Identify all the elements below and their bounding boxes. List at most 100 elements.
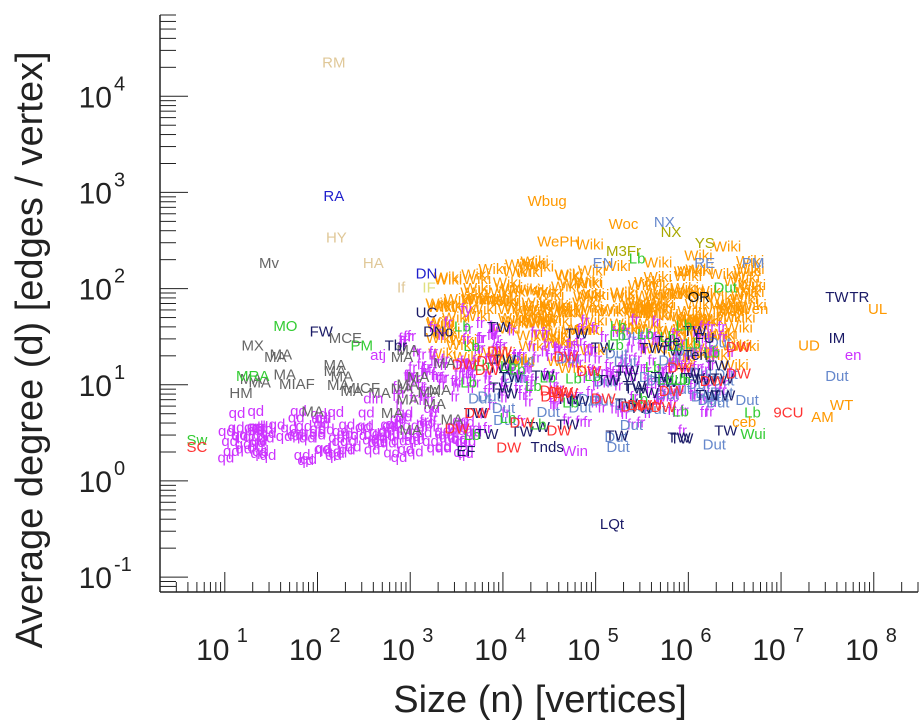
- cluster-point: fr: [450, 373, 459, 390]
- data-point: HA: [363, 255, 384, 272]
- x-tick-label: 10: [845, 634, 878, 667]
- y-tick-label: 10: [79, 466, 112, 499]
- cluster-point: fr: [657, 361, 666, 378]
- cluster-point: Wiki: [653, 286, 681, 303]
- cluster-point: Wiki: [645, 278, 673, 295]
- cluster-point: fr: [499, 380, 508, 397]
- cluster-point: TW: [475, 426, 499, 443]
- cluster-point: Lb: [637, 326, 654, 343]
- cluster-point: MA: [381, 405, 404, 422]
- cluster-point: fr: [490, 326, 499, 343]
- cluster-point: MA: [399, 422, 422, 439]
- cluster-point: Dut: [606, 439, 630, 456]
- cluster-point: fr: [525, 380, 534, 397]
- cluster-point: Wiki: [515, 264, 543, 281]
- cluster-point: TW: [693, 372, 717, 389]
- cluster-point: fr: [677, 379, 686, 396]
- cluster-point: Wiki: [671, 280, 699, 297]
- data-point: IF: [422, 280, 435, 297]
- cluster-point: qd: [309, 424, 326, 441]
- cluster-point: Dut: [687, 376, 711, 393]
- data-point: DNo: [423, 323, 453, 340]
- x-tick-exponent: 6: [700, 625, 711, 647]
- cluster-point: TW: [615, 395, 639, 412]
- cluster-point: fr: [555, 380, 564, 397]
- cluster-point: Wiki: [725, 320, 753, 337]
- cluster-point: Dut: [668, 381, 692, 398]
- cluster-point: TW: [712, 387, 736, 404]
- cluster-point: Dut: [621, 327, 645, 344]
- cluster-point: Wiki: [682, 311, 710, 328]
- cluster-point: MA: [423, 396, 446, 413]
- data-point: MICF: [343, 380, 380, 397]
- cluster-point: Wiki: [639, 341, 667, 358]
- y-tick-label: 10: [79, 274, 112, 307]
- cluster-point: Wiki: [577, 286, 605, 303]
- cluster-point: TW: [493, 351, 517, 368]
- cluster-point: qd: [269, 417, 286, 434]
- cluster-point: qd: [439, 429, 456, 446]
- data-point: PM: [742, 255, 765, 272]
- x-tick-exponent: 5: [608, 625, 619, 647]
- cluster-point: TW: [527, 419, 551, 436]
- cluster-point: fr: [530, 324, 539, 341]
- cluster-point: qd: [252, 443, 269, 460]
- cluster-point: fr: [645, 382, 654, 399]
- cluster-point: Wiki: [507, 352, 535, 369]
- cluster-point: Wiki: [516, 328, 544, 345]
- x-tick-exponent: 4: [515, 625, 526, 647]
- cluster-point: Wiki: [453, 349, 481, 366]
- cluster-point: Wiki: [613, 321, 641, 338]
- cluster-point: Wiki: [517, 256, 545, 273]
- cluster-point: Wiki: [519, 338, 547, 355]
- cluster-point: Wiki: [570, 321, 598, 338]
- cluster-point: Wiki: [691, 341, 719, 358]
- cluster-point: Wiki: [736, 261, 764, 278]
- cluster-point: fr: [557, 389, 566, 406]
- cluster-point: qd: [362, 431, 379, 448]
- cluster-point: Dut: [620, 417, 644, 434]
- cluster-point: fr: [550, 367, 559, 384]
- cluster-point: MA: [324, 357, 347, 374]
- cluster-point: Lb: [565, 371, 582, 388]
- cluster-point: Wiki: [501, 284, 529, 301]
- cluster-point: qd: [249, 434, 266, 451]
- cluster-point: fr: [408, 359, 417, 376]
- cluster-point: qd: [318, 422, 335, 439]
- cluster-point: Wiki: [525, 298, 553, 315]
- cluster-point: Wiki: [503, 264, 531, 281]
- cluster-point: qd: [260, 447, 277, 464]
- cluster-point: fr: [658, 373, 667, 390]
- cluster-point: Wiki: [610, 285, 638, 302]
- cluster-point: MA: [248, 374, 271, 391]
- data-point: WT: [830, 397, 853, 414]
- cluster-point: fr: [476, 315, 485, 332]
- data-point: MO: [273, 318, 297, 335]
- cluster-point: fr: [674, 349, 683, 366]
- cluster-point: Wiki: [526, 258, 554, 275]
- cluster-point: fr: [454, 374, 463, 391]
- cluster-point: Wiki: [442, 310, 470, 327]
- cluster-point: fr: [492, 330, 501, 347]
- cluster-point: Wiki: [550, 304, 578, 321]
- cluster-point: fr: [421, 366, 430, 383]
- cluster-point: qd: [248, 422, 265, 439]
- cluster-point: Wiki: [669, 308, 697, 325]
- cluster-point: fr: [700, 404, 709, 421]
- cluster-point: fr: [710, 394, 719, 411]
- cluster-point: fr: [398, 330, 407, 347]
- cluster-point: fr: [488, 397, 497, 414]
- cluster-point: fr: [418, 392, 427, 409]
- cluster-point: Wiki: [543, 335, 571, 352]
- cluster-point: qd: [292, 427, 309, 444]
- cluster-point: Wiki: [691, 314, 719, 331]
- cluster-point: TW: [682, 370, 706, 387]
- cluster-point: fr: [525, 375, 534, 392]
- cluster-point: qd: [451, 431, 468, 448]
- cluster-point: fr: [728, 366, 737, 383]
- cluster-point: Wiki: [427, 299, 455, 316]
- cluster-point: Wiki: [682, 346, 710, 363]
- cluster-point: Wiki: [580, 342, 608, 359]
- data-point: Mv: [259, 255, 279, 272]
- cluster-point: fr: [500, 374, 509, 391]
